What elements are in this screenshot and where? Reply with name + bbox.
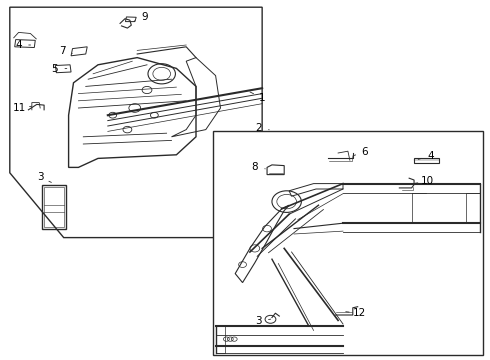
- Text: 3: 3: [37, 172, 44, 182]
- Text: 8: 8: [251, 162, 258, 172]
- Text: 11: 11: [13, 103, 26, 113]
- Text: 2: 2: [255, 123, 262, 133]
- Text: 9: 9: [141, 12, 148, 22]
- Text: 4: 4: [15, 40, 22, 50]
- Text: 1: 1: [259, 93, 266, 103]
- Text: 12: 12: [352, 308, 366, 318]
- Text: 4: 4: [428, 150, 435, 161]
- Text: 3: 3: [255, 316, 262, 327]
- Text: 5: 5: [51, 64, 58, 74]
- Bar: [213, 131, 483, 355]
- Text: 10: 10: [421, 176, 434, 186]
- Polygon shape: [10, 7, 262, 238]
- Text: 6: 6: [362, 147, 368, 157]
- Text: 7: 7: [59, 46, 66, 56]
